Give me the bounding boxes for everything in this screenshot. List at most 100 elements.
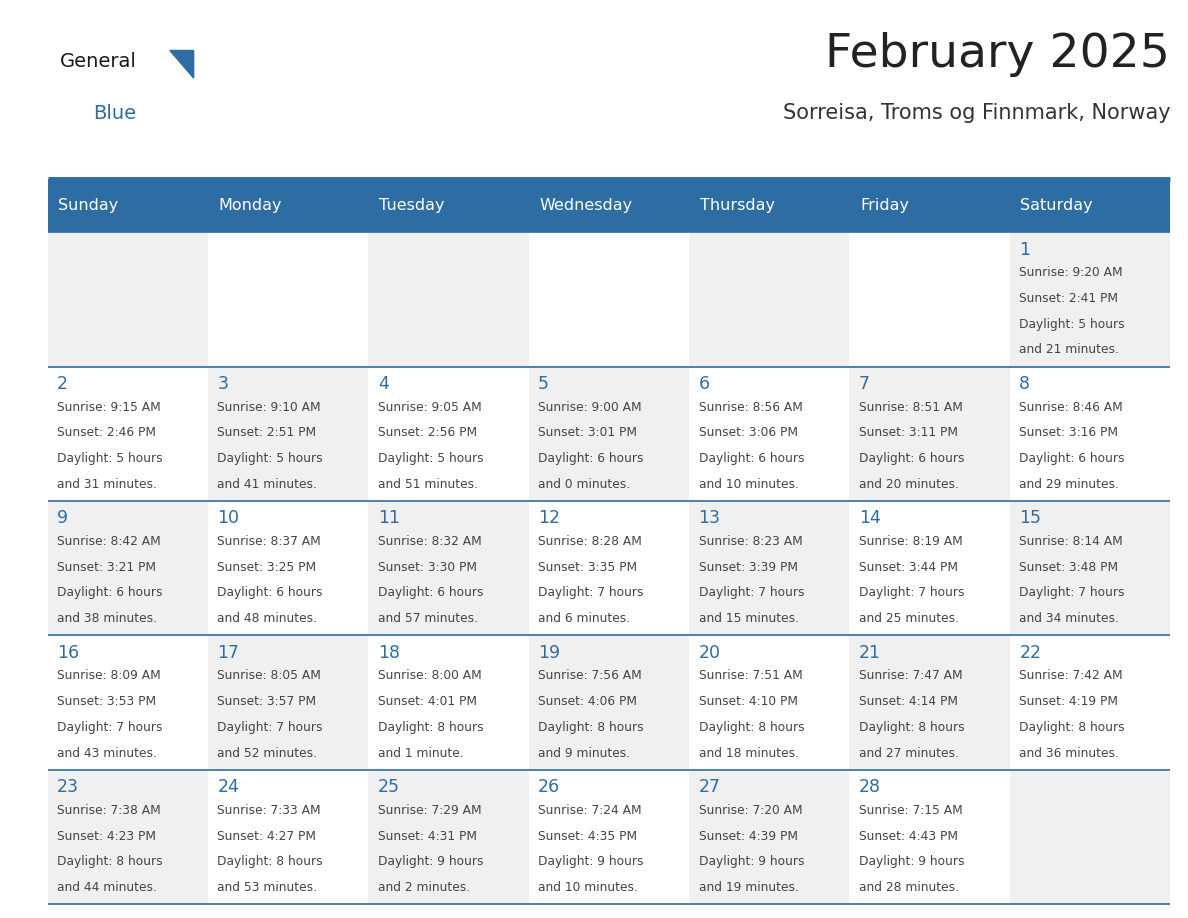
Bar	[208, 366, 368, 501]
Text: February 2025: February 2025	[826, 32, 1170, 77]
Text: Sunset: 4:10 PM: Sunset: 4:10 PM	[699, 695, 797, 708]
Text: Sunrise: 8:32 AM: Sunrise: 8:32 AM	[378, 535, 481, 548]
Text: Daylight: 6 hours: Daylight: 6 hours	[57, 587, 163, 599]
Text: Daylight: 6 hours: Daylight: 6 hours	[1019, 452, 1125, 465]
Text: and 48 minutes.: and 48 minutes.	[217, 612, 317, 625]
Bar	[208, 232, 368, 366]
Text: and 21 minutes.: and 21 minutes.	[1019, 343, 1119, 356]
Text: Sunrise: 7:56 AM: Sunrise: 7:56 AM	[538, 669, 642, 682]
Text: Daylight: 6 hours: Daylight: 6 hours	[217, 587, 323, 599]
Text: Friday: Friday	[860, 198, 909, 213]
Text: 9: 9	[57, 509, 68, 527]
Text: Sunrise: 8:19 AM: Sunrise: 8:19 AM	[859, 535, 962, 548]
Text: Sunrise: 8:46 AM: Sunrise: 8:46 AM	[1019, 400, 1123, 414]
Text: and 53 minutes.: and 53 minutes.	[217, 881, 317, 894]
Text: Daylight: 8 hours: Daylight: 8 hours	[217, 856, 323, 868]
Bar	[529, 770, 689, 904]
Text: 3: 3	[217, 375, 228, 393]
Text: Daylight: 6 hours: Daylight: 6 hours	[699, 452, 804, 465]
Text: Sunrise: 7:29 AM: Sunrise: 7:29 AM	[378, 804, 481, 817]
Text: and 52 minutes.: and 52 minutes.	[217, 746, 317, 759]
Text: Sorreisa, Troms og Finnmark, Norway: Sorreisa, Troms og Finnmark, Norway	[783, 103, 1170, 123]
Text: Sunrise: 9:20 AM: Sunrise: 9:20 AM	[1019, 266, 1123, 279]
Text: Sunset: 4:23 PM: Sunset: 4:23 PM	[57, 830, 156, 843]
Text: Sunset: 3:21 PM: Sunset: 3:21 PM	[57, 561, 156, 574]
Text: Daylight: 9 hours: Daylight: 9 hours	[538, 856, 644, 868]
Text: Sunrise: 7:47 AM: Sunrise: 7:47 AM	[859, 669, 962, 682]
Text: Sunrise: 7:15 AM: Sunrise: 7:15 AM	[859, 804, 962, 817]
Text: and 1 minute.: and 1 minute.	[378, 746, 463, 759]
Text: and 44 minutes.: and 44 minutes.	[57, 881, 157, 894]
Bar	[1010, 232, 1170, 366]
Text: Sunrise: 7:24 AM: Sunrise: 7:24 AM	[538, 804, 642, 817]
Bar	[849, 635, 1010, 770]
Text: Blue: Blue	[93, 104, 135, 123]
Text: Daylight: 8 hours: Daylight: 8 hours	[1019, 721, 1125, 733]
Text: Sunrise: 7:20 AM: Sunrise: 7:20 AM	[699, 804, 802, 817]
Text: and 6 minutes.: and 6 minutes.	[538, 612, 631, 625]
Bar	[689, 635, 849, 770]
Text: Sunset: 4:01 PM: Sunset: 4:01 PM	[378, 695, 476, 708]
Text: Sunset: 4:06 PM: Sunset: 4:06 PM	[538, 695, 637, 708]
Text: Sunset: 4:35 PM: Sunset: 4:35 PM	[538, 830, 637, 843]
Bar	[48, 501, 208, 635]
Text: Daylight: 6 hours: Daylight: 6 hours	[378, 587, 484, 599]
Bar	[689, 232, 849, 366]
Text: Thursday: Thursday	[700, 198, 775, 213]
Text: Daylight: 7 hours: Daylight: 7 hours	[57, 721, 163, 733]
Text: and 29 minutes.: and 29 minutes.	[1019, 477, 1119, 491]
Bar	[368, 232, 529, 366]
Text: and 36 minutes.: and 36 minutes.	[1019, 746, 1119, 759]
Text: Sunset: 2:41 PM: Sunset: 2:41 PM	[1019, 292, 1118, 305]
Bar	[208, 501, 368, 635]
Text: 27: 27	[699, 778, 721, 796]
Text: and 25 minutes.: and 25 minutes.	[859, 612, 959, 625]
Text: Daylight: 5 hours: Daylight: 5 hours	[378, 452, 484, 465]
Text: 18: 18	[378, 644, 400, 662]
Text: Sunset: 2:46 PM: Sunset: 2:46 PM	[57, 426, 156, 440]
Text: 1: 1	[1019, 241, 1030, 259]
Text: 6: 6	[699, 375, 709, 393]
Text: Sunrise: 8:37 AM: Sunrise: 8:37 AM	[217, 535, 321, 548]
Text: 25: 25	[378, 778, 400, 796]
Text: Sunrise: 9:05 AM: Sunrise: 9:05 AM	[378, 400, 481, 414]
Text: and 51 minutes.: and 51 minutes.	[378, 477, 478, 491]
Bar	[529, 179, 689, 232]
Text: Sunset: 2:51 PM: Sunset: 2:51 PM	[217, 426, 316, 440]
Bar	[1010, 366, 1170, 501]
Text: Daylight: 8 hours: Daylight: 8 hours	[57, 856, 163, 868]
Bar	[1010, 179, 1170, 232]
Text: Sunset: 3:57 PM: Sunset: 3:57 PM	[217, 695, 316, 708]
Text: Sunset: 3:35 PM: Sunset: 3:35 PM	[538, 561, 637, 574]
Text: Sunday: Sunday	[58, 198, 119, 213]
Text: and 9 minutes.: and 9 minutes.	[538, 746, 631, 759]
Text: 10: 10	[217, 509, 240, 527]
Text: Sunrise: 8:00 AM: Sunrise: 8:00 AM	[378, 669, 481, 682]
Text: Sunset: 4:27 PM: Sunset: 4:27 PM	[217, 830, 316, 843]
Text: 8: 8	[1019, 375, 1030, 393]
Text: Daylight: 6 hours: Daylight: 6 hours	[859, 452, 965, 465]
Polygon shape	[170, 50, 194, 78]
Text: Daylight: 8 hours: Daylight: 8 hours	[378, 721, 484, 733]
Text: Daylight: 5 hours: Daylight: 5 hours	[57, 452, 163, 465]
Text: and 41 minutes.: and 41 minutes.	[217, 477, 317, 491]
Text: Daylight: 6 hours: Daylight: 6 hours	[538, 452, 644, 465]
Text: Sunset: 3:06 PM: Sunset: 3:06 PM	[699, 426, 797, 440]
Text: 7: 7	[859, 375, 870, 393]
Text: Sunrise: 7:42 AM: Sunrise: 7:42 AM	[1019, 669, 1123, 682]
Text: 28: 28	[859, 778, 881, 796]
Text: 17: 17	[217, 644, 240, 662]
Bar	[48, 635, 208, 770]
Text: 20: 20	[699, 644, 721, 662]
Bar	[368, 179, 529, 232]
Text: Sunset: 4:14 PM: Sunset: 4:14 PM	[859, 695, 958, 708]
Bar	[48, 232, 208, 366]
Bar	[48, 366, 208, 501]
Text: 2: 2	[57, 375, 68, 393]
Text: and 10 minutes.: and 10 minutes.	[538, 881, 638, 894]
Text: Daylight: 8 hours: Daylight: 8 hours	[538, 721, 644, 733]
Text: 22: 22	[1019, 644, 1042, 662]
Text: Sunset: 3:39 PM: Sunset: 3:39 PM	[699, 561, 797, 574]
Bar	[368, 770, 529, 904]
Bar	[368, 366, 529, 501]
